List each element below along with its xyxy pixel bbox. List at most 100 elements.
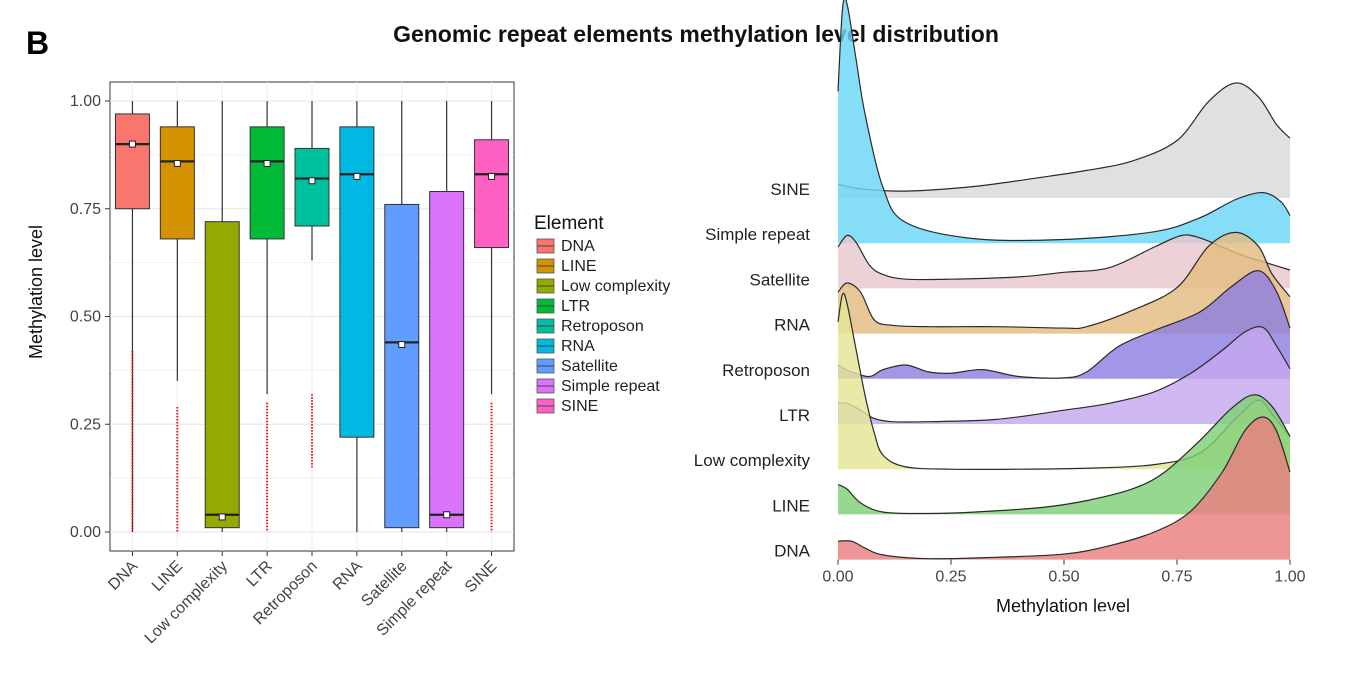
legend-item-sine: SINE [536, 398, 598, 415]
ridge-label-rna: RNA [774, 316, 811, 335]
ridge-label-dna: DNA [774, 542, 811, 561]
ridge-fill [838, 234, 1290, 289]
ridgeline-x-axis-title: Methylation level [996, 596, 1130, 616]
legend-item-ltr: LTR [536, 298, 590, 315]
y-tick-label: 0.75 [70, 201, 101, 218]
x-tick-label-dna: DNA [105, 558, 141, 594]
legend-item-rna: RNA [536, 338, 595, 355]
ridge-label-line: LINE [772, 496, 810, 515]
boxplot-boxes [114, 101, 510, 532]
mean-marker [173, 159, 181, 167]
box-simple-repeat [429, 101, 465, 532]
ridge-retroposon [837, 270, 1291, 379]
ridge-fill [838, 417, 1290, 560]
ridge-label-satellite: Satellite [750, 270, 810, 289]
box-satellite [384, 101, 420, 532]
figure-title: Genomic repeat elements methylation leve… [393, 21, 999, 47]
box-iqr [159, 126, 195, 240]
legend-item-simple-repeat: Simple repeat [536, 378, 660, 395]
box-sine [474, 101, 510, 532]
mean-marker [218, 513, 226, 521]
mean-marker [488, 172, 496, 180]
mean-marker [443, 511, 451, 519]
box-iqr [429, 191, 465, 529]
watermark: 知乎 @易基因科技 [1062, 607, 1312, 642]
ridgeline-x-ticks: 0.00 0.25 0.50 0.75 1.00 [822, 559, 1306, 586]
legend-label: Retroposon [561, 318, 644, 335]
ridge-outline [837, 270, 1291, 379]
ridgeline-y-labels: SINE Simple repeat Satellite RNA Retroposon L… [694, 180, 811, 561]
ridge-line [837, 394, 1291, 515]
ridge-rna [837, 231, 1291, 334]
box-line [159, 101, 195, 532]
box-ltr [249, 101, 285, 532]
x-tick-label-rna: RNA [330, 558, 366, 594]
legend-item-low-complexity: Low complexity [536, 278, 670, 295]
legend-label: LTR [561, 298, 590, 315]
ridge-outline [837, 416, 1291, 560]
ridge-label-ltr: LTR [779, 406, 810, 425]
legend-item-line: LINE [536, 258, 597, 275]
y-tick-label: 0.25 [70, 416, 101, 433]
box-iqr [474, 139, 510, 249]
x-tick-label-low-complexity: Low complexity [142, 558, 231, 647]
mean-marker [398, 341, 406, 349]
legend-label: SINE [561, 398, 598, 415]
legend-items: DNA LINE Low complexity LTR Retroposon RNA Sat… [536, 238, 670, 415]
ridge-label-low-complexity: Low complexity [694, 451, 811, 470]
mean-marker [263, 159, 271, 167]
ridge-outline [837, 82, 1291, 192]
ridge-outline [837, 0, 1291, 242]
box-low-complexity [204, 101, 240, 532]
boxplot-y-axis-title: Methylation level [26, 225, 46, 359]
ridge-outline [837, 394, 1291, 515]
ridge-sine [837, 82, 1291, 198]
boxplot-y-ticks: 0.00 0.25 0.50 0.75 1.00 [70, 93, 110, 541]
box-retroposon [294, 101, 330, 468]
legend-label: Satellite [561, 358, 618, 375]
box-iqr [204, 221, 240, 529]
legend-title: Element [534, 213, 604, 234]
legend-label: Simple repeat [561, 378, 660, 395]
ridge-fill [838, 394, 1290, 515]
y-tick-label: 1.00 [70, 93, 101, 110]
ridge-dna [837, 416, 1291, 560]
box-rna [339, 101, 375, 532]
legend-label: RNA [561, 338, 595, 355]
x-tick-label-sine: SINE [462, 558, 500, 596]
box-iqr [114, 113, 150, 210]
ridge-fill [838, 0, 1290, 244]
panel-letter: B [26, 25, 49, 61]
ridge-fill [838, 326, 1290, 424]
mean-marker [128, 140, 136, 148]
ridge-x-tick-label: 0.75 [1161, 569, 1192, 586]
box-iqr [294, 147, 330, 227]
box-dna [114, 101, 150, 532]
ridgeline-series [837, 0, 1291, 560]
mean-marker [308, 177, 316, 185]
ridge-x-tick-label: 0.00 [822, 569, 853, 586]
x-tick-label-line: LINE [149, 558, 186, 595]
ridge-x-tick-label: 0.25 [935, 569, 966, 586]
ridge-x-tick-label: 1.00 [1274, 569, 1305, 586]
ridge-simple-repeat [837, 0, 1291, 244]
ridge-fill [838, 82, 1290, 198]
ridgeline-panel: SINE Simple repeat Satellite RNA Retroposon L… [694, 0, 1306, 616]
x-tick-label-ltr: LTR [243, 558, 276, 591]
ridge-x-tick-label: 0.50 [1048, 569, 1079, 586]
legend-item-dna: DNA [536, 238, 595, 255]
box-iqr [249, 126, 285, 240]
legend-item-retroposon: Retroposon [536, 318, 644, 335]
ridge-label-simple-repeat: Simple repeat [705, 225, 810, 244]
y-tick-label: 0.50 [70, 309, 101, 326]
ridge-label-sine: SINE [770, 180, 810, 199]
ridge-fill [838, 232, 1290, 334]
legend-label: LINE [561, 258, 597, 275]
y-tick-label: 0.00 [70, 524, 101, 541]
legend-label: Low complexity [561, 278, 670, 295]
legend-item-satellite: Satellite [536, 358, 618, 375]
mean-marker [353, 172, 361, 180]
